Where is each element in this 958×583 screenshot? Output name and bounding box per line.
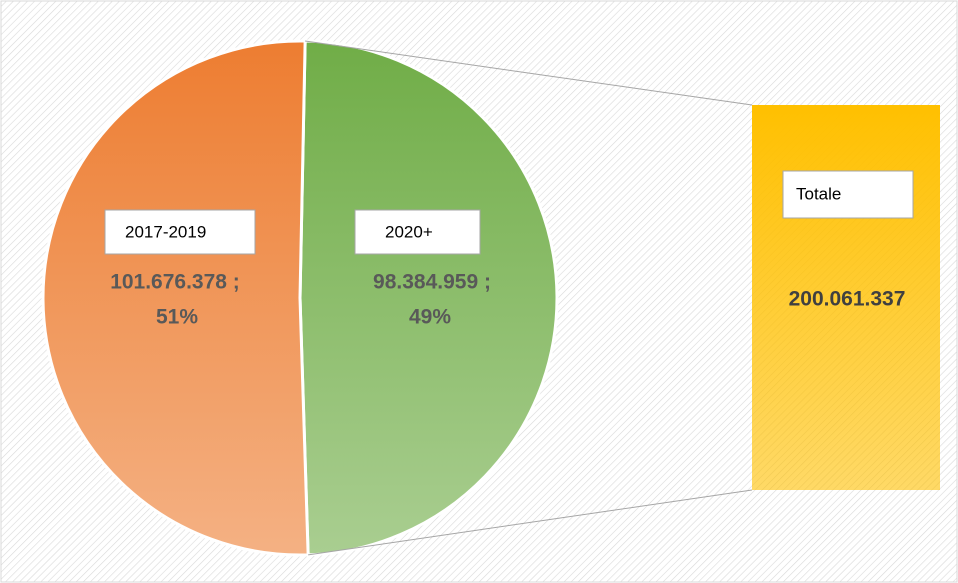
label-box xyxy=(104,209,256,255)
label-box xyxy=(354,209,481,255)
category-label: 2020+ xyxy=(385,222,433,241)
percentage-label: 51% xyxy=(156,306,198,329)
category-label: 2017-2019 xyxy=(125,222,206,241)
value-label: 98.384.959 ; xyxy=(373,271,491,294)
total-value: 200.061.337 xyxy=(789,288,906,311)
pie-slice xyxy=(298,39,559,557)
percentage-label: 49% xyxy=(409,306,451,329)
total-bar xyxy=(752,105,940,490)
pie-slice xyxy=(41,39,310,557)
connector-line xyxy=(308,489,753,556)
total-name: Totale xyxy=(796,184,841,203)
label-box xyxy=(782,170,914,219)
connector-line xyxy=(305,40,753,106)
value-label: 101.676.378 ; xyxy=(110,271,240,294)
